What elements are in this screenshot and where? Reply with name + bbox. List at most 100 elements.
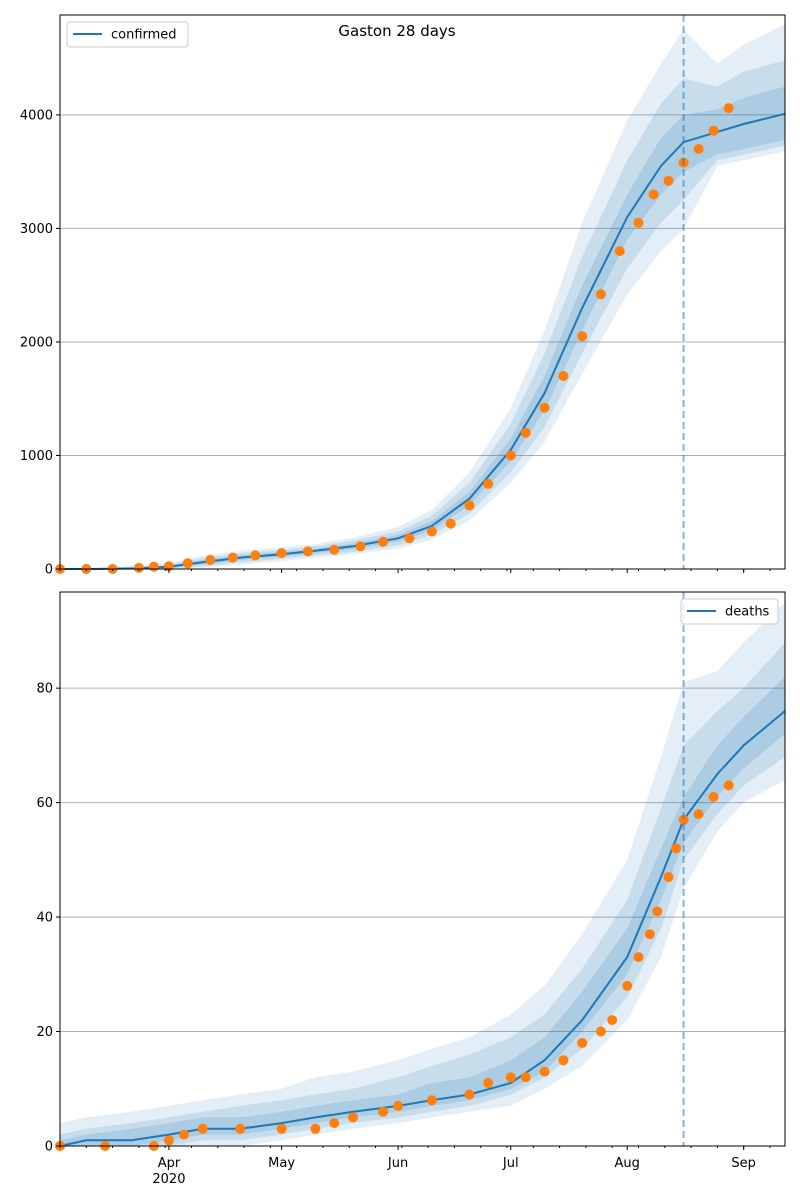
- confirmed-outer-band: [60, 24, 785, 570]
- deaths-y-tick-label: 40: [36, 911, 53, 926]
- confirmed-observed-point: [663, 175, 674, 186]
- confirmed-observed-point: [648, 189, 659, 200]
- deaths-observed-point: [505, 1072, 516, 1083]
- confirmed-y-axis: 0 1000 2000 3000 4000: [20, 108, 60, 578]
- chart-title: Gaston 28 days: [338, 22, 455, 40]
- deaths-legend-box: [680, 598, 779, 625]
- x-tick-label: Jul: [502, 1156, 519, 1171]
- deaths-observed-point: [393, 1100, 404, 1111]
- deaths-observed-points: [55, 780, 734, 1151]
- confirmed-y-tick-label: 2000: [20, 335, 53, 350]
- confirmed-observed-point: [483, 478, 494, 489]
- confirmed-observed-point: [148, 561, 159, 572]
- confirmed-y-tick-label: 4000: [20, 108, 53, 123]
- deaths-observed-point: [678, 814, 689, 825]
- deaths-observed-point: [671, 843, 682, 854]
- confirmed-observed-point: [505, 450, 516, 461]
- confirmed-legend: confirmed: [66, 21, 189, 48]
- confirmed-observed-point: [539, 402, 550, 413]
- x-tick-label: May: [268, 1156, 295, 1171]
- deaths-y-tick-label: 20: [36, 1025, 53, 1040]
- confirmed-x-axis: [59, 569, 771, 573]
- deaths-observed-point: [310, 1123, 321, 1134]
- deaths-y-axis: 0 20 40 60 80: [36, 682, 60, 1155]
- confirmed-observed-point: [693, 144, 704, 154]
- confirmed-inner-band: [60, 86, 785, 569]
- confirmed-observed-point: [404, 533, 415, 544]
- deaths-uncertainty-bands: [60, 602, 785, 1146]
- confirmed-gridlines: [60, 114, 785, 456]
- confirmed-observed-point: [378, 536, 389, 547]
- deaths-observed-point: [197, 1123, 208, 1134]
- deaths-observed-point: [348, 1112, 358, 1123]
- x-tick-label: Sep: [731, 1156, 756, 1171]
- deaths-observed-point: [723, 780, 734, 791]
- confirmed-observed-point: [633, 217, 644, 228]
- deaths-observed-point: [539, 1066, 550, 1077]
- confirmed-legend-box: [66, 21, 189, 48]
- deaths-legend-label: deaths: [725, 605, 770, 620]
- deaths-observed-point: [607, 1015, 618, 1026]
- deaths-observed-point: [693, 809, 704, 820]
- deaths-legend: deaths: [680, 598, 779, 625]
- deaths-observed-point: [622, 980, 633, 991]
- confirmed-observed-point: [250, 550, 261, 561]
- x-tick-sublabel: 2020: [152, 1172, 185, 1187]
- confirmed-uncertainty-bands: [60, 24, 785, 570]
- confirmed-plot-frame: [59, 14, 786, 570]
- confirmed-observed-point: [133, 562, 144, 573]
- deaths-observed-point: [652, 906, 663, 917]
- deaths-gridlines: [60, 687, 785, 1033]
- confirmed-observed-point: [329, 544, 340, 555]
- confirmed-observed-point: [182, 558, 193, 569]
- confirmed-panel: 0 1000 2000 3000 4000 confirmed: [20, 14, 786, 578]
- deaths-observed-point: [708, 791, 719, 802]
- confirmed-legend-label: confirmed: [111, 28, 177, 43]
- confirmed-observed-point: [445, 518, 456, 529]
- confirmed-observed-point: [558, 371, 569, 381]
- confirmed-observed-point: [464, 500, 475, 511]
- confirmed-observed-point: [723, 103, 734, 114]
- deaths-observed-point: [464, 1089, 475, 1100]
- x-tick-label: Aug: [615, 1156, 640, 1171]
- confirmed-y-tick-label: 3000: [20, 222, 53, 237]
- confirmed-observed-point: [276, 548, 287, 559]
- deaths-y-tick-label: 0: [45, 1140, 53, 1155]
- x-tick-label: Jun: [387, 1156, 408, 1171]
- deaths-observed-point: [558, 1055, 569, 1066]
- confirmed-mid-band: [60, 60, 785, 570]
- confirmed-observed-point: [614, 246, 625, 257]
- confirmed-y-tick-label: 1000: [20, 449, 53, 464]
- deaths-observed-point: [426, 1095, 437, 1106]
- deaths-observed-point: [633, 952, 644, 963]
- confirmed-observed-point: [577, 331, 588, 342]
- confirmed-observed-point: [520, 427, 531, 438]
- confirmed-observed-point: [302, 546, 313, 557]
- deaths-observed-point: [163, 1135, 174, 1146]
- deaths-observed-point: [577, 1038, 588, 1048]
- deaths-observed-point: [483, 1078, 494, 1088]
- confirmed-model-line: [60, 112, 786, 570]
- confirmed-observed-point: [426, 526, 437, 537]
- confirmed-y-tick-label: 0: [45, 563, 53, 578]
- deaths-plot-frame: [59, 591, 786, 1147]
- deaths-inner-band: [60, 676, 785, 1146]
- deaths-observed-point: [329, 1118, 340, 1129]
- deaths-observed-point: [663, 872, 674, 882]
- deaths-y-tick-label: 60: [36, 796, 53, 811]
- confirmed-observed-point: [227, 552, 238, 563]
- deaths-mid-band: [60, 642, 785, 1146]
- deaths-observed-point: [644, 929, 655, 940]
- x-tick-label: Apr: [158, 1156, 181, 1171]
- deaths-observed-point: [595, 1026, 606, 1037]
- confirmed-observed-point: [708, 125, 719, 136]
- deaths-observed-point: [378, 1106, 389, 1117]
- deaths-outer-band: [60, 602, 785, 1146]
- confirmed-observed-point: [595, 289, 606, 300]
- deaths-observed-point: [235, 1123, 246, 1134]
- deaths-observed-point: [276, 1123, 287, 1134]
- deaths-y-tick-label: 80: [36, 682, 53, 697]
